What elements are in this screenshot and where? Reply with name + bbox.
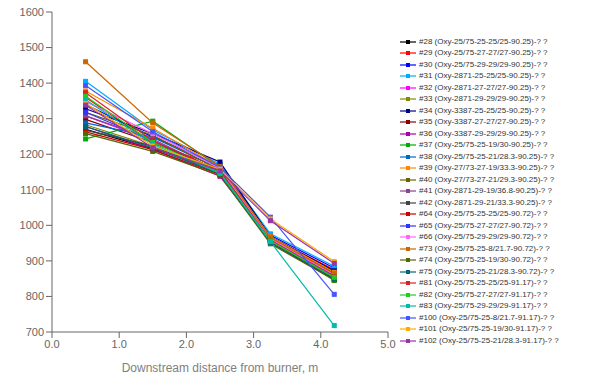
html-text:#36 (Oxy-3387-29-29/29-90.25)-: #36 (Oxy-3387-29-29/29-90.25)-? ? bbox=[419, 128, 546, 138]
html-text:#82 (Oxy-25/75-27-27/27-91.17): #82 (Oxy-25/75-27-27/27-91.17)-? ? bbox=[419, 289, 548, 299]
html-text:#41 (Oxy-2871-29-19/36.8-90.25: #41 (Oxy-2871-29-19/36.8-90.25)-? ? bbox=[419, 186, 552, 196]
html-text:#102 (Oxy-25/75-25-21/28.3-91.: #102 (Oxy-25/75-25-21/28.3-91.17)-? ? bbox=[419, 335, 559, 345]
svg-text:900: 900 bbox=[26, 255, 44, 267]
svg-text:4.0: 4.0 bbox=[313, 338, 328, 350]
html-text:#83 (Oxy-25/75-29-29/29-91.17): #83 (Oxy-25/75-29-29/29-91.17)-? ? bbox=[419, 301, 548, 311]
html-text:#28 (Oxy-25/75-25-25/25-90.25): #28 (Oxy-25/75-25-25/25-90.25)-? ? bbox=[419, 36, 548, 46]
svg-text:800: 800 bbox=[26, 290, 44, 302]
svg-text:1200: 1200 bbox=[20, 148, 44, 160]
svg-text:1500: 1500 bbox=[20, 41, 44, 53]
html-text:#39 (Oxy-27/73-27-19/33.3-90.2: #39 (Oxy-27/73-27-19/33.3-90.25)-? ? bbox=[419, 163, 555, 173]
html-text:#66 (Oxy-25/75-29-29/29-90.72): #66 (Oxy-25/75-29-29/29-90.72)-? ? bbox=[419, 232, 548, 242]
html-text:#40 (Oxy-27/73-27-21/29.3-90.2: #40 (Oxy-27/73-27-21/29.3-90.25)-? ? bbox=[419, 174, 555, 184]
html-text:#35 (Oxy-3387-27-27/27-90.25)-: #35 (Oxy-3387-27-27/27-90.25)-? ? bbox=[419, 117, 546, 127]
html-text:#37 (Oxy-25/75-25-19/30-90.25): #37 (Oxy-25/75-25-19/30-90.25)-? ? bbox=[419, 140, 548, 150]
svg-text:1300: 1300 bbox=[20, 113, 44, 125]
html-text:#75 (Oxy-25/75-25-21/28.3-90.7: #75 (Oxy-25/75-25-21/28.3-90.72)-? ? bbox=[419, 266, 555, 276]
html-text:#73 (Oxy-25/75-25-8/21.7-90.72: #73 (Oxy-25/75-25-8/21.7-90.72)-? ? bbox=[419, 243, 550, 253]
svg-text:3.0: 3.0 bbox=[246, 338, 261, 350]
html-text:#38 (Oxy-25/75-25-21/28.3-90.2: #38 (Oxy-25/75-25-21/28.3-90.25)-? ? bbox=[419, 151, 555, 161]
html-text:#31 (Oxy-2871-25-25/25-90.25)-: #31 (Oxy-2871-25-25/25-90.25)-? ? bbox=[419, 71, 546, 81]
html-text:#29 (Oxy-25/75-27-27/27-90.25): #29 (Oxy-25/75-27-27/27-90.25)-? ? bbox=[419, 48, 548, 58]
html-text:#74 (Oxy-25/75-25-19/30-90.72): #74 (Oxy-25/75-25-19/30-90.72)-? ? bbox=[419, 255, 548, 265]
html-text:#33 (Oxy-2871-29-29/29-90.25)-: #33 (Oxy-2871-29-29/29-90.25)-? ? bbox=[419, 94, 546, 104]
svg-text:0.0: 0.0 bbox=[44, 338, 59, 350]
svg-text:1100: 1100 bbox=[20, 184, 44, 196]
html-text:#34 (Oxy-3387-25-25/25-90.25)-: #34 (Oxy-3387-25-25/25-90.25)-? ? bbox=[419, 105, 546, 115]
html-text:#65 (Oxy-25/75-27-27/27-90.72): #65 (Oxy-25/75-27-27/27-90.72)-? ? bbox=[419, 220, 548, 230]
svg-text:2.0: 2.0 bbox=[179, 338, 194, 350]
svg-text:1400: 1400 bbox=[20, 77, 44, 89]
html-text:#101 (Oxy-25/75-25-19/30-91.17: #101 (Oxy-25/75-25-19/30-91.17)-? ? bbox=[419, 324, 552, 334]
html-text:#64 (Oxy-25/75-25-25/25-90.72): #64 (Oxy-25/75-25-25/25-90.72)-? ? bbox=[419, 209, 548, 219]
svg-text:1.0: 1.0 bbox=[112, 338, 127, 350]
html-text:#30 (Oxy-25/75-29-29/29-90.25): #30 (Oxy-25/75-29-29/29-90.25)-? ? bbox=[419, 59, 548, 69]
html-text:#100 (Oxy-25/75-25-8/21.7-91.1: #100 (Oxy-25/75-25-8/21.7-91.17)-? ? bbox=[419, 312, 555, 322]
svg-text:1000: 1000 bbox=[20, 219, 44, 231]
html-text:#42 (Oxy-2871-29-21/33.3-90.25: #42 (Oxy-2871-29-21/33.3-90.25)-? ? bbox=[419, 197, 552, 207]
svg-text:1600: 1600 bbox=[20, 6, 44, 18]
svg-text:Downstream distance from burne: Downstream distance from burner, m bbox=[122, 361, 319, 375]
html-text:#81 (Oxy-25/75-25-25/25-91.17): #81 (Oxy-25/75-25-25/25-91.17)-? ? bbox=[419, 278, 548, 288]
svg-text:5.0: 5.0 bbox=[380, 338, 395, 350]
html-text:#32 (Oxy-2871-27-27/27-90.25)-: #32 (Oxy-2871-27-27/27-90.25)-? ? bbox=[419, 82, 546, 92]
svg-text:700: 700 bbox=[26, 326, 44, 338]
